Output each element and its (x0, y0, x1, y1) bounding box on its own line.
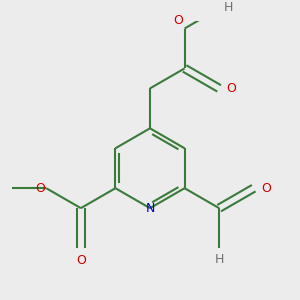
Text: H: H (224, 1, 233, 13)
Text: O: O (35, 182, 45, 195)
Text: O: O (261, 182, 271, 195)
Text: N: N (145, 202, 155, 215)
Text: H: H (214, 253, 224, 266)
Text: O: O (76, 254, 86, 267)
Text: O: O (226, 82, 236, 95)
Text: O: O (173, 14, 183, 27)
